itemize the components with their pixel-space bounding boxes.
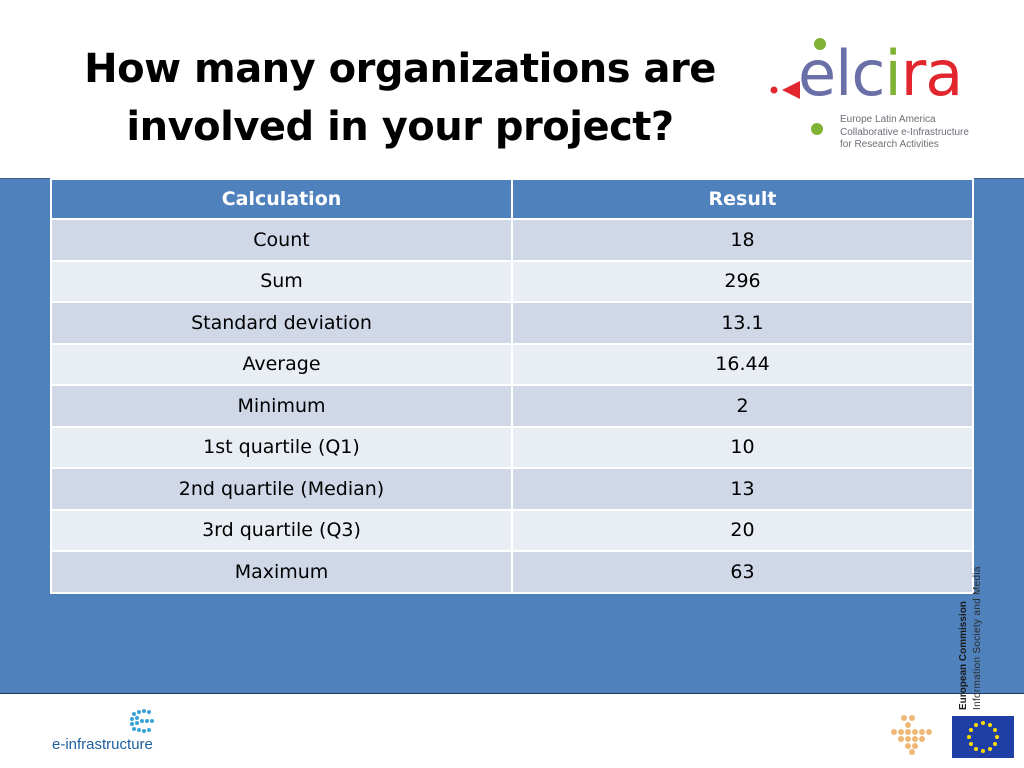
cell-calculation: Standard deviation xyxy=(50,301,513,345)
eu-stars-icon xyxy=(967,721,999,753)
table-row: Maximum 63 xyxy=(50,550,974,594)
table-row: Minimum 2 xyxy=(50,384,974,428)
eu-flag-icon xyxy=(952,716,1014,758)
logo-letter-c: c xyxy=(851,37,885,110)
cell-result: 63 xyxy=(511,550,974,594)
cell-calculation: Average xyxy=(50,342,513,386)
ec-line2: Information Society and Media xyxy=(972,566,983,710)
logo-subtitle-line1: Europe Latin America xyxy=(840,114,936,125)
dots-logo-icon xyxy=(891,715,932,755)
table-row: 3rd quartile (Q3) 20 xyxy=(50,508,974,552)
logo-letter-i: i xyxy=(884,37,901,110)
logo-subtitle-line3: for Research Activities xyxy=(840,139,939,150)
table-row: 1st quartile (Q1) 10 xyxy=(50,425,974,469)
table-row: Standard deviation 13.1 xyxy=(50,301,974,345)
cell-result: 18 xyxy=(511,218,974,262)
cell-result: 16.44 xyxy=(511,342,974,386)
slide-title-line1: How many organizations are xyxy=(84,46,716,92)
header-result: Result xyxy=(511,178,974,220)
logo-letter-l: l xyxy=(835,37,852,110)
cell-calculation: 2nd quartile (Median) xyxy=(50,467,513,511)
table-row: 2nd quartile (Median) 13 xyxy=(50,467,974,511)
cell-calculation: Maximum xyxy=(50,550,513,594)
table-row: Average 16.44 xyxy=(50,342,974,386)
logo-wordmark: elcira xyxy=(798,37,963,110)
cell-calculation: Minimum xyxy=(50,384,513,428)
logo-letters-ra: ra xyxy=(900,37,963,110)
logo-arrow-icon xyxy=(770,81,800,99)
cell-result: 13.1 xyxy=(511,301,974,345)
cell-calculation: Count xyxy=(50,218,513,262)
european-commission-label: European Commission Information Society … xyxy=(954,548,996,710)
table-header-row: Calculation Result xyxy=(50,178,974,220)
header-calculation: Calculation xyxy=(50,178,513,220)
table-row: Sum 296 xyxy=(50,259,974,303)
cell-calculation: 1st quartile (Q1) xyxy=(50,425,513,469)
logo-drop-icon xyxy=(811,123,823,135)
e-infrastructure-label: e-infrastructure xyxy=(52,736,153,753)
cell-result: 10 xyxy=(511,425,974,469)
cell-calculation: Sum xyxy=(50,259,513,303)
e-infrastructure-logo: e-infrastructure xyxy=(52,708,172,758)
cell-result: 2 xyxy=(511,384,974,428)
table-row: Count 18 xyxy=(50,218,974,262)
ec-line1: European Commission xyxy=(958,601,969,710)
cell-result: 13 xyxy=(511,467,974,511)
logo-subtitle-line2: Collaborative e-Infrastructure xyxy=(840,126,969,138)
slide-title-line2: involved in your project? xyxy=(126,104,674,150)
slide-title: How many organizations are involved in y… xyxy=(60,40,740,156)
logo-subtitle: Europe Latin America Collaborative e-Inf… xyxy=(840,114,969,152)
cell-calculation: 3rd quartile (Q3) xyxy=(50,508,513,552)
elcira-logo: elcira Europe Latin America Collaborativ… xyxy=(766,36,1006,156)
e-infrastructure-icon xyxy=(130,709,154,733)
logo-figure-icon xyxy=(814,38,826,50)
cell-result: 296 xyxy=(511,259,974,303)
logo-letter-e: e xyxy=(798,37,836,110)
statistics-table: Calculation Result Count 18 Sum 296 Stan… xyxy=(50,178,974,594)
cell-result: 20 xyxy=(511,508,974,552)
